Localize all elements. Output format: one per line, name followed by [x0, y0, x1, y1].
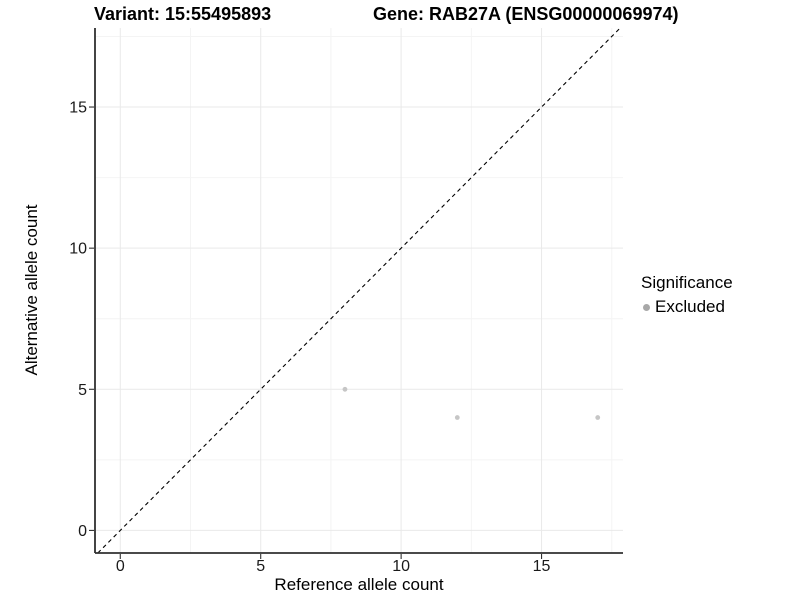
variant-title: Variant: 15:55495893 [94, 4, 272, 24]
svg-text:0: 0 [116, 558, 125, 575]
gene-title: Gene: RAB27A (ENSG00000069974) [373, 4, 679, 24]
legend: Significance Excluded [641, 273, 733, 317]
y-axis-title: Alternative allele count [22, 204, 41, 376]
legend-title: Significance [641, 273, 733, 292]
svg-text:0: 0 [78, 523, 87, 540]
svg-text:5: 5 [78, 382, 87, 399]
legend-item-excluded: Excluded [641, 297, 733, 317]
svg-text:15: 15 [69, 100, 87, 117]
svg-text:5: 5 [256, 558, 265, 575]
svg-text:15: 15 [533, 558, 551, 575]
excluded-point-icon [643, 303, 650, 311]
x-axis-title: Reference allele count [274, 575, 444, 594]
svg-text:10: 10 [69, 241, 87, 258]
legend-item-label: Excluded [655, 297, 725, 316]
svg-text:10: 10 [392, 558, 410, 575]
